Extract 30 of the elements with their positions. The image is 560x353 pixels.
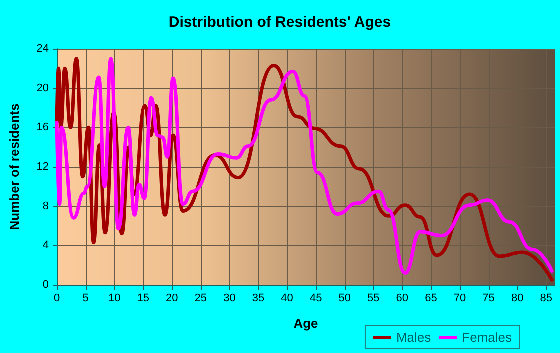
y-tick-label: 8 bbox=[42, 200, 49, 212]
x-tick-label: 15 bbox=[137, 292, 150, 304]
x-tick-label: 65 bbox=[425, 292, 438, 304]
x-tick-label: 50 bbox=[338, 292, 351, 304]
x-tick-label: 40 bbox=[281, 292, 294, 304]
x-tick-label: 80 bbox=[511, 292, 524, 304]
x-tick-label: 60 bbox=[396, 292, 409, 304]
x-axis-title: Age bbox=[294, 316, 318, 331]
legend-label: Females bbox=[462, 330, 512, 345]
x-tick-label: 45 bbox=[310, 292, 322, 304]
x-tick-label: 30 bbox=[224, 292, 236, 304]
y-tick-label: 20 bbox=[36, 82, 49, 94]
y-tick-label: 4 bbox=[42, 240, 49, 252]
x-tick-label: 0 bbox=[54, 292, 60, 304]
x-tick-label: 75 bbox=[482, 292, 495, 304]
x-tick-label: 55 bbox=[368, 292, 380, 304]
y-tick-label: 12 bbox=[36, 161, 49, 173]
x-tick-label: 20 bbox=[166, 292, 178, 304]
y-axis-title: Number of residents bbox=[7, 104, 22, 230]
y-tick-label: 0 bbox=[42, 279, 49, 291]
y-tick-label: 16 bbox=[36, 122, 49, 134]
x-tick-label: 25 bbox=[194, 292, 208, 304]
legend-label: Males bbox=[396, 330, 432, 345]
x-tick-label: 5 bbox=[82, 292, 89, 304]
x-tick-label: 35 bbox=[252, 292, 265, 304]
x-tick-label: 10 bbox=[108, 292, 121, 304]
x-tick-label: 70 bbox=[454, 292, 466, 304]
y-tick-label: 24 bbox=[36, 43, 49, 55]
chart-title: Distribution of Residents' Ages bbox=[168, 14, 392, 31]
x-tick-label: 85 bbox=[540, 292, 552, 304]
